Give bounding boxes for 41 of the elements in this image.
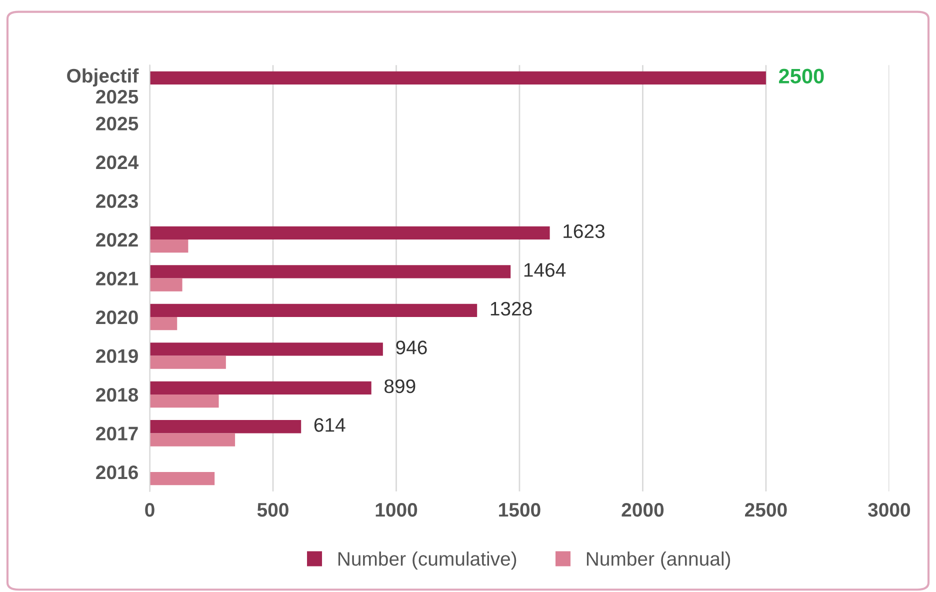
y-tick-label: 2020 <box>96 310 138 324</box>
data-label: 899 <box>384 379 416 394</box>
bar <box>150 316 178 330</box>
x-tick-label: 0 <box>145 502 154 517</box>
y-tick-label: 2024 <box>96 155 139 170</box>
data-label: 1328 <box>490 302 532 316</box>
data-label: 614 <box>314 418 346 432</box>
y-tick-label: 2017 <box>96 426 138 440</box>
bar <box>150 265 511 278</box>
bar <box>150 472 215 486</box>
legend-label: Number (cumulative) <box>338 551 516 570</box>
bar <box>150 342 383 356</box>
bar <box>150 71 766 84</box>
bar <box>150 394 219 408</box>
y-tick-label: 2019 <box>96 349 138 363</box>
y-tick-label: 2025 <box>96 116 138 130</box>
y-tick-label: 2021 <box>96 272 138 286</box>
x-tick-label: 2000 <box>622 502 664 517</box>
bar <box>150 356 226 369</box>
legend-label: Number (annual) <box>586 551 730 570</box>
y-tick-label: Objectif 2025 <box>67 68 139 104</box>
y-tick-label: 2016 <box>96 465 138 480</box>
x-tick-label: 3000 <box>868 502 910 517</box>
y-tick-label: 2022 <box>96 232 138 247</box>
bar <box>150 433 236 446</box>
x-tick-label: 1000 <box>376 502 418 517</box>
data-label: 2500 <box>779 68 824 84</box>
x-tick-label: 500 <box>257 502 288 517</box>
y-tick-label: 2018 <box>96 388 138 402</box>
data-label: 946 <box>396 340 427 354</box>
data-label: 1623 <box>564 224 605 238</box>
bar <box>150 226 550 240</box>
bar <box>150 420 302 434</box>
bar <box>150 278 182 292</box>
x-tick-label: 1500 <box>499 502 540 517</box>
y-tick-label: 2023 <box>96 194 138 208</box>
x-tick-label: 2500 <box>745 502 787 517</box>
bar <box>150 239 188 253</box>
bar <box>150 381 372 394</box>
bar <box>150 304 478 317</box>
data-label: 1464 <box>524 263 566 277</box>
